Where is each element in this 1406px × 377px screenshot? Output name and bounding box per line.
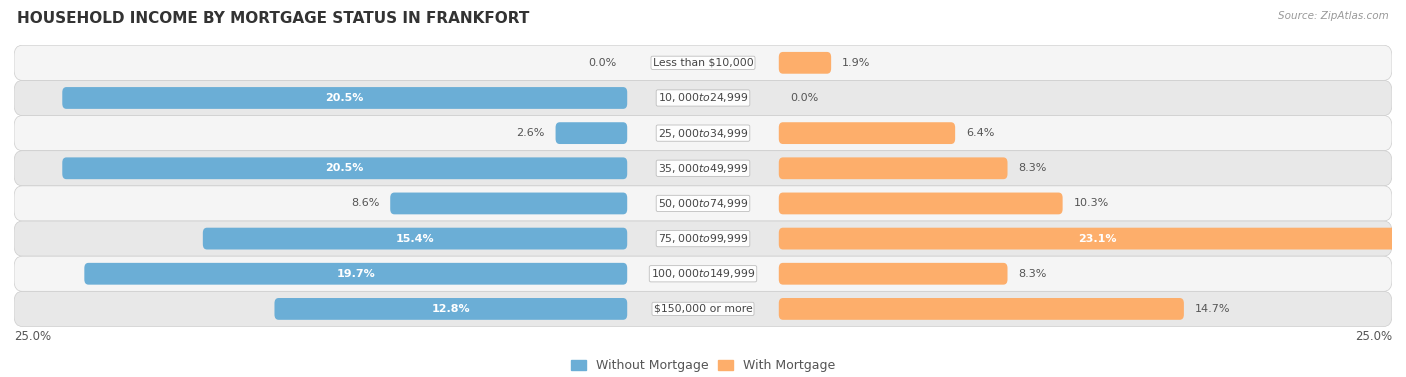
Text: 2.6%: 2.6% bbox=[516, 128, 544, 138]
Text: 6.4%: 6.4% bbox=[966, 128, 994, 138]
Text: 8.3%: 8.3% bbox=[1018, 163, 1047, 173]
FancyBboxPatch shape bbox=[779, 122, 955, 144]
Text: 0.0%: 0.0% bbox=[790, 93, 818, 103]
Text: 20.5%: 20.5% bbox=[326, 93, 364, 103]
FancyBboxPatch shape bbox=[14, 221, 1392, 256]
Text: 23.1%: 23.1% bbox=[1078, 234, 1116, 244]
Text: Source: ZipAtlas.com: Source: ZipAtlas.com bbox=[1278, 11, 1389, 21]
Text: $25,000 to $34,999: $25,000 to $34,999 bbox=[658, 127, 748, 139]
FancyBboxPatch shape bbox=[779, 52, 831, 74]
FancyBboxPatch shape bbox=[555, 122, 627, 144]
FancyBboxPatch shape bbox=[14, 151, 1392, 186]
FancyBboxPatch shape bbox=[62, 87, 627, 109]
Text: $50,000 to $74,999: $50,000 to $74,999 bbox=[658, 197, 748, 210]
FancyBboxPatch shape bbox=[779, 298, 1184, 320]
FancyBboxPatch shape bbox=[62, 157, 627, 179]
Text: $75,000 to $99,999: $75,000 to $99,999 bbox=[658, 232, 748, 245]
FancyBboxPatch shape bbox=[779, 193, 1063, 215]
Text: $150,000 or more: $150,000 or more bbox=[654, 304, 752, 314]
Text: 8.6%: 8.6% bbox=[352, 198, 380, 208]
FancyBboxPatch shape bbox=[202, 228, 627, 250]
Text: $10,000 to $24,999: $10,000 to $24,999 bbox=[658, 92, 748, 104]
Text: 25.0%: 25.0% bbox=[1355, 330, 1392, 343]
FancyBboxPatch shape bbox=[14, 45, 1392, 80]
FancyBboxPatch shape bbox=[84, 263, 627, 285]
FancyBboxPatch shape bbox=[14, 256, 1392, 291]
FancyBboxPatch shape bbox=[779, 263, 1008, 285]
Text: HOUSEHOLD INCOME BY MORTGAGE STATUS IN FRANKFORT: HOUSEHOLD INCOME BY MORTGAGE STATUS IN F… bbox=[17, 11, 529, 26]
Legend: Without Mortgage, With Mortgage: Without Mortgage, With Mortgage bbox=[565, 354, 841, 377]
Text: 1.9%: 1.9% bbox=[842, 58, 870, 68]
FancyBboxPatch shape bbox=[391, 193, 627, 215]
Text: Less than $10,000: Less than $10,000 bbox=[652, 58, 754, 68]
FancyBboxPatch shape bbox=[14, 186, 1392, 221]
Text: 14.7%: 14.7% bbox=[1195, 304, 1230, 314]
Text: 0.0%: 0.0% bbox=[588, 58, 616, 68]
Text: $35,000 to $49,999: $35,000 to $49,999 bbox=[658, 162, 748, 175]
FancyBboxPatch shape bbox=[14, 80, 1392, 116]
FancyBboxPatch shape bbox=[779, 157, 1008, 179]
Text: 10.3%: 10.3% bbox=[1074, 198, 1109, 208]
Text: 15.4%: 15.4% bbox=[395, 234, 434, 244]
Text: 19.7%: 19.7% bbox=[336, 269, 375, 279]
Text: 8.3%: 8.3% bbox=[1018, 269, 1047, 279]
Text: 25.0%: 25.0% bbox=[14, 330, 51, 343]
Text: 12.8%: 12.8% bbox=[432, 304, 470, 314]
Text: 20.5%: 20.5% bbox=[326, 163, 364, 173]
FancyBboxPatch shape bbox=[14, 291, 1392, 326]
FancyBboxPatch shape bbox=[274, 298, 627, 320]
Text: $100,000 to $149,999: $100,000 to $149,999 bbox=[651, 267, 755, 280]
FancyBboxPatch shape bbox=[14, 116, 1392, 151]
FancyBboxPatch shape bbox=[779, 228, 1406, 250]
